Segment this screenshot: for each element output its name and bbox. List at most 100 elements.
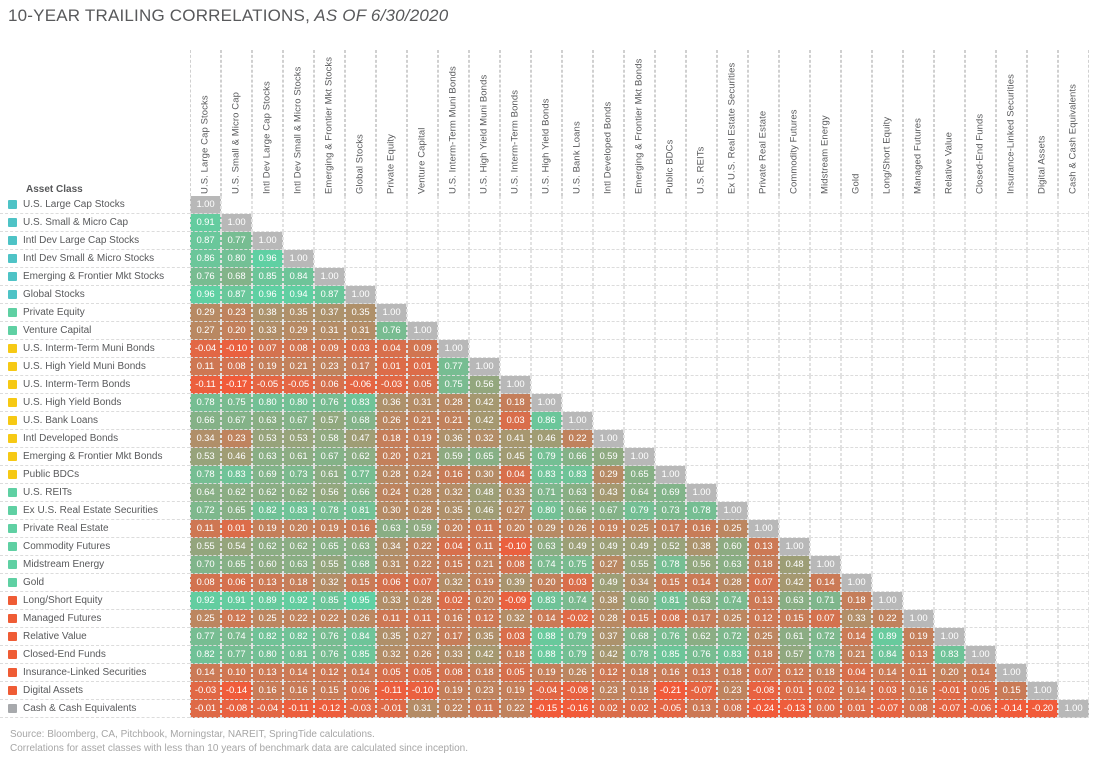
matrix-cell: 0.56 (469, 376, 500, 394)
matrix-cell-empty (407, 268, 438, 286)
table-row: Long/Short Equity 0.92 0.91 0.89 0.92 0.85 0.9… (0, 592, 1089, 610)
row-label: Public BDCs (0, 466, 190, 483)
column-header-label: Digital Assets (1036, 135, 1047, 194)
matrix-cell: 0.60 (717, 538, 748, 556)
matrix-cell-empty (717, 448, 748, 466)
matrix-cell: 0.12 (221, 610, 252, 628)
matrix-cell-empty (593, 214, 624, 232)
matrix-cell: 0.57 (314, 412, 345, 430)
matrix-cell-diagonal: 1.00 (965, 646, 996, 664)
matrix-cell-empty (965, 520, 996, 538)
matrix-cell-empty (717, 466, 748, 484)
matrix-cell: 0.64 (624, 484, 655, 502)
matrix-cell: 0.68 (624, 628, 655, 646)
matrix-cell: 0.49 (562, 538, 593, 556)
matrix-cell-empty (624, 340, 655, 358)
matrix-cell-empty (562, 322, 593, 340)
matrix-cell: -0.24 (748, 700, 779, 718)
matrix-cell-empty (872, 502, 903, 520)
matrix-cell-empty (872, 268, 903, 286)
matrix-cell-empty (469, 304, 500, 322)
column-header-label: Managed Futures (912, 118, 923, 194)
matrix-cell: 0.53 (283, 430, 314, 448)
column-header-17: Ex U.S. Real Estate Securities (717, 50, 748, 196)
matrix-cell: 0.76 (314, 394, 345, 412)
row-label-cell-3: Intl Dev Small & Micro Stocks (0, 250, 190, 268)
matrix-cell: 0.33 (500, 484, 531, 502)
matrix-cell-empty (965, 250, 996, 268)
matrix-cell: 0.83 (562, 466, 593, 484)
column-header-5: Global Stocks (345, 50, 376, 196)
matrix-cell: 0.78 (190, 394, 221, 412)
matrix-cell: 0.18 (748, 646, 779, 664)
matrix-cell-empty (686, 412, 717, 430)
matrix-cell: 0.16 (438, 466, 469, 484)
matrix-cell: 0.28 (438, 394, 469, 412)
matrix-cell-empty (283, 232, 314, 250)
matrix-cell: 0.12 (314, 664, 345, 682)
matrix-cell-empty (779, 466, 810, 484)
row-label: Private Real Estate (0, 520, 190, 537)
row-label-text: Intl Dev Small & Micro Stocks (23, 253, 155, 264)
matrix-cell: 0.14 (190, 664, 221, 682)
matrix-cell-empty (779, 376, 810, 394)
row-label-cell-10: U.S. Interm-Term Bonds (0, 376, 190, 394)
matrix-cell: 0.08 (221, 358, 252, 376)
matrix-cell-empty (624, 358, 655, 376)
matrix-cell-empty (996, 340, 1027, 358)
row-label-text: Closed-End Funds (23, 649, 106, 660)
matrix-cell-diagonal: 1.00 (345, 286, 376, 304)
matrix-cell-empty (717, 268, 748, 286)
matrix-cell: 0.30 (376, 502, 407, 520)
row-label-text: Ex U.S. Real Estate Securities (23, 505, 159, 516)
matrix-cell-empty (872, 322, 903, 340)
matrix-cell-empty (655, 214, 686, 232)
matrix-cell-empty (1058, 322, 1089, 340)
matrix-cell-empty (1058, 520, 1089, 538)
matrix-cell-empty (965, 340, 996, 358)
matrix-cell: 0.18 (624, 664, 655, 682)
row-label-cell-27: Digital Assets (0, 682, 190, 700)
row-label: Venture Capital (0, 322, 190, 339)
matrix-cell: 0.63 (345, 538, 376, 556)
matrix-cell: 0.09 (314, 340, 345, 358)
matrix-cell-empty (376, 232, 407, 250)
matrix-cell: 0.49 (593, 538, 624, 556)
matrix-cell: 0.61 (779, 628, 810, 646)
column-header-13: Intl Developed Bonds (593, 50, 624, 196)
matrix-cell-empty (934, 466, 965, 484)
matrix-cell: 0.62 (345, 448, 376, 466)
row-label-cell-2: Intl Dev Large Cap Stocks (0, 232, 190, 250)
matrix-cell: 0.35 (345, 304, 376, 322)
column-header-label: Emerging & Frontier Mkt Bonds (633, 58, 644, 194)
matrix-cell: 0.17 (345, 358, 376, 376)
matrix-cell: 0.25 (624, 520, 655, 538)
matrix-cell: 0.24 (407, 466, 438, 484)
matrix-cell: 0.67 (314, 448, 345, 466)
matrix-cell: 0.21 (407, 412, 438, 430)
matrix-cell-empty (655, 322, 686, 340)
row-label: Gold (0, 574, 190, 591)
matrix-cell-empty (407, 214, 438, 232)
matrix-cell: 0.66 (345, 484, 376, 502)
matrix-cell: 0.85 (345, 646, 376, 664)
matrix-cell: 0.33 (252, 322, 283, 340)
row-label: U.S. High Yield Muni Bonds (0, 358, 190, 375)
matrix-cell-empty (934, 394, 965, 412)
matrix-cell-empty (996, 466, 1027, 484)
matrix-cell-empty (655, 412, 686, 430)
matrix-cell: 0.11 (469, 700, 500, 718)
matrix-cell-empty (996, 448, 1027, 466)
page-title-main: 10-YEAR TRAILING CORRELATIONS, (8, 6, 310, 25)
matrix-cell-empty (562, 250, 593, 268)
matrix-cell-empty (779, 448, 810, 466)
asset-class-corner-header: Asset Class (0, 50, 190, 196)
matrix-cell-empty (934, 538, 965, 556)
matrix-cell-empty (717, 304, 748, 322)
matrix-cell: 0.74 (562, 592, 593, 610)
matrix-cell-empty (1027, 592, 1058, 610)
row-label: U.S. Small & Micro Cap (0, 214, 190, 231)
matrix-cell: -0.14 (221, 682, 252, 700)
column-header-7: Venture Capital (407, 50, 438, 196)
matrix-cell: 0.69 (655, 484, 686, 502)
